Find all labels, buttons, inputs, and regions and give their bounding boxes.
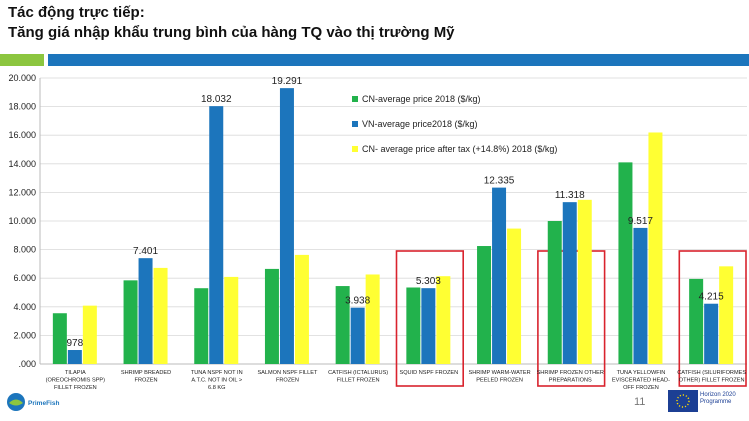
category-label: SHRIMP FROZEN OTHER <box>537 370 604 376</box>
bar-vn <box>209 106 224 364</box>
category-label: SHRIMP BREADED <box>121 370 171 376</box>
bar-cn <box>123 280 138 364</box>
header-band-green <box>0 54 44 66</box>
y-tick-label: 6.000 <box>13 273 36 283</box>
data-label: 11.318 <box>555 190 585 201</box>
slide-title-line2: Tăng giá nhập khẩu trung bình của hàng T… <box>8 24 455 41</box>
eu-text-line2: Programme <box>700 399 732 405</box>
data-label: 978 <box>67 338 84 349</box>
data-label: 4.215 <box>699 292 724 303</box>
bar-cn <box>689 278 704 364</box>
bar-cn <box>335 286 350 364</box>
data-label: 9.517 <box>628 216 653 227</box>
y-tick-label: 20.000 <box>8 73 36 83</box>
bar-cn <box>618 162 633 364</box>
y-tick-label: .000 <box>18 359 36 369</box>
bar-cn-tax <box>436 276 451 364</box>
category-label: CATFISH (ICTALURUS) <box>328 370 388 376</box>
bar-vn <box>421 288 436 364</box>
y-tick-label: 14.000 <box>8 159 36 169</box>
y-tick-label: 12.000 <box>8 187 36 197</box>
bar-vn <box>704 303 719 364</box>
bar-cn <box>194 288 209 364</box>
category-label: TILAPIA <box>65 370 86 376</box>
bar-cn <box>52 313 67 364</box>
legend-label: CN- average price after tax (+14.8%) 201… <box>362 144 557 154</box>
bar-cn-tax <box>224 276 239 364</box>
category-label: SALMON NSPF FILLET <box>257 370 318 376</box>
y-tick-label: 18.000 <box>8 102 36 112</box>
category-label: FROZEN <box>135 378 158 384</box>
bar-cn-tax <box>507 228 522 364</box>
legend-label: VN-average price2018 ($/kg) <box>362 119 478 129</box>
eu-text-line1: Horizon 2020 <box>700 392 736 398</box>
data-label: 3.938 <box>345 296 370 307</box>
y-tick-label: 4.000 <box>13 302 36 312</box>
category-label: PEELED FROZEN <box>476 378 523 384</box>
category-label: FROZEN <box>276 378 299 384</box>
bar-vn <box>138 258 153 364</box>
price-bar-chart: 20.000 18.000 16.000 14.000 12.000 10.000 8.00… <box>8 73 747 390</box>
y-tick-label: 2.000 <box>13 330 36 340</box>
bar-vn <box>67 350 82 364</box>
category-label: SQUID NSPF FROZEN <box>399 370 458 376</box>
data-label: 12.335 <box>484 176 515 187</box>
bar-vn <box>492 187 507 364</box>
bar-cn-tax <box>82 305 97 364</box>
category-label: A.T.C. NOT IN OIL > <box>191 378 242 384</box>
primefish-logo: PrimeFish <box>6 390 66 419</box>
fish-logo-icon: PrimeFish <box>7 393 59 411</box>
category-label: PREPARATIONS <box>549 378 592 384</box>
bar-cn <box>264 268 279 364</box>
bar-cn <box>406 287 421 364</box>
data-label: 18.032 <box>201 94 232 105</box>
category-label: CATFISH (SILURIFORMES <box>677 370 746 376</box>
bar-cn-tax <box>719 266 734 364</box>
highlight-box <box>678 250 747 387</box>
bar-vn <box>562 202 577 364</box>
data-label: 19.291 <box>272 76 303 87</box>
bar-cn <box>547 221 562 364</box>
page-number: 11 <box>634 396 646 408</box>
category-label: 6.8 KG <box>208 385 225 390</box>
bar-cn-tax <box>365 274 380 364</box>
slide-title-line1: Tác động trực tiếp: <box>8 4 145 21</box>
category-label: EVISCERATED HEAD- <box>612 378 670 384</box>
legend-swatch <box>352 121 358 127</box>
legend-swatch <box>352 96 358 102</box>
category-label: TUNA NSPF NOT IN <box>191 370 243 376</box>
data-label: 7.401 <box>133 246 158 257</box>
y-tick-label: 16.000 <box>8 130 36 140</box>
bar-cn-tax <box>577 199 592 364</box>
highlight-box <box>395 250 464 387</box>
legend-swatch <box>352 146 358 152</box>
category-label: FILLET FROZEN <box>337 378 380 384</box>
eu-programme-text: Horizon 2020 Programme <box>700 392 736 406</box>
category-label: (OREOCHROMIS SPP) <box>46 378 105 384</box>
bar-vn <box>633 227 648 364</box>
category-label: FILLET FROZEN <box>54 385 97 390</box>
logo-text: PrimeFish <box>28 400 59 407</box>
legend-label: CN-average price 2018 ($/kg) <box>362 94 481 104</box>
eu-flag-icon <box>668 390 698 412</box>
bar-vn <box>279 88 294 364</box>
bar-cn-tax <box>648 132 663 364</box>
bar-cn-tax <box>294 254 309 364</box>
category-label: TUNA YELLOWFIN <box>617 370 666 376</box>
data-label: 5.303 <box>416 276 441 287</box>
y-tick-label: 8.000 <box>13 245 36 255</box>
bar-vn <box>350 307 365 364</box>
header-band-blue <box>48 54 749 66</box>
bar-cn-tax <box>153 267 168 364</box>
category-label: OFF FROZEN <box>623 385 659 390</box>
category-label: SHRIMP WARM-WATER <box>468 370 530 376</box>
y-tick-label: 10.000 <box>8 216 36 226</box>
category-label: OTHER) FILLET FROZEN <box>679 378 745 384</box>
bar-cn <box>477 246 492 364</box>
